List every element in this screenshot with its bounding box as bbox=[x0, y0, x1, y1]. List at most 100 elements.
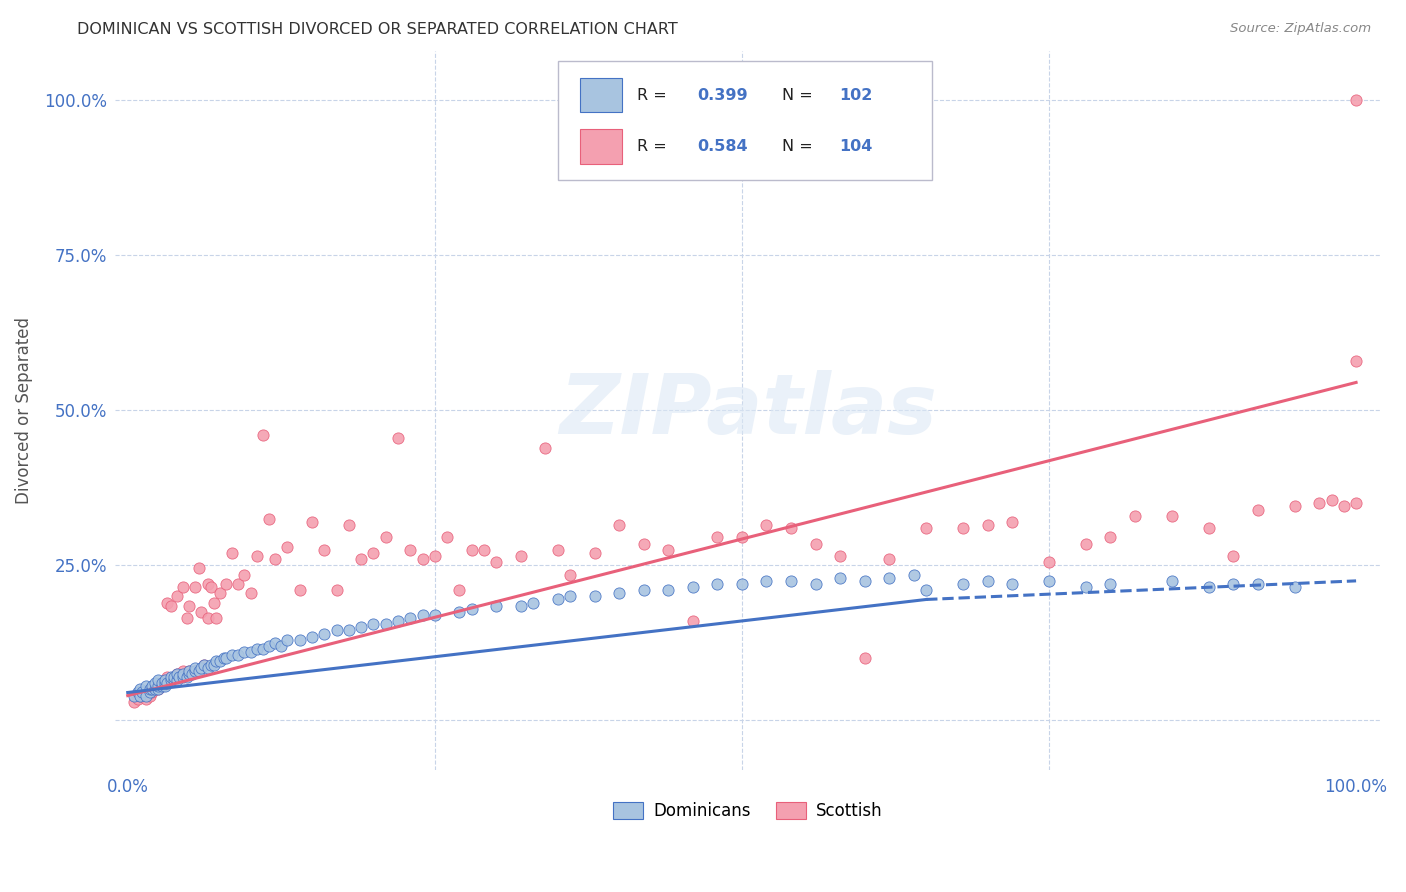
Bar bbox=[579, 129, 621, 164]
Point bbox=[184, 664, 207, 678]
Point bbox=[148, 682, 170, 697]
Point bbox=[257, 639, 280, 653]
Point bbox=[1038, 574, 1060, 588]
Point bbox=[337, 624, 360, 638]
Point bbox=[534, 441, 557, 455]
Point bbox=[1074, 580, 1097, 594]
Point bbox=[288, 632, 311, 647]
Point bbox=[804, 536, 827, 550]
Text: DOMINICAN VS SCOTTISH DIVORCED OR SEPARATED CORRELATION CHART: DOMINICAN VS SCOTTISH DIVORCED OR SEPARA… bbox=[77, 22, 678, 37]
Point bbox=[301, 515, 323, 529]
Point bbox=[184, 664, 207, 678]
Point bbox=[172, 666, 194, 681]
Point bbox=[976, 518, 998, 533]
Point bbox=[143, 676, 166, 690]
Point bbox=[208, 586, 231, 600]
Point bbox=[706, 577, 728, 591]
Point bbox=[166, 673, 188, 687]
Point bbox=[903, 567, 925, 582]
Point bbox=[314, 542, 336, 557]
Point bbox=[682, 614, 704, 628]
Point bbox=[135, 691, 157, 706]
Point bbox=[1160, 508, 1182, 523]
Legend: Dominicans, Scottish: Dominicans, Scottish bbox=[607, 795, 889, 826]
Text: 102: 102 bbox=[839, 87, 873, 103]
Point bbox=[163, 670, 186, 684]
Point bbox=[915, 583, 938, 598]
Point bbox=[755, 574, 778, 588]
Point bbox=[1284, 580, 1306, 594]
Point bbox=[188, 561, 211, 575]
Point bbox=[200, 657, 222, 672]
Point bbox=[423, 607, 446, 622]
Point bbox=[188, 664, 211, 678]
Point bbox=[221, 648, 243, 663]
Point bbox=[166, 666, 188, 681]
Point bbox=[879, 552, 901, 566]
Text: 0.584: 0.584 bbox=[697, 139, 748, 154]
Point bbox=[172, 580, 194, 594]
Point bbox=[607, 518, 630, 533]
Point bbox=[233, 567, 256, 582]
Point bbox=[657, 542, 679, 557]
Point bbox=[1284, 500, 1306, 514]
Point bbox=[1222, 577, 1244, 591]
Point bbox=[129, 682, 152, 697]
Point bbox=[1346, 353, 1368, 368]
Point bbox=[1001, 577, 1024, 591]
Point bbox=[172, 670, 194, 684]
Point bbox=[325, 583, 347, 598]
Point bbox=[163, 670, 186, 684]
Point bbox=[208, 655, 231, 669]
Point bbox=[755, 518, 778, 533]
Point bbox=[325, 624, 347, 638]
Point bbox=[387, 431, 409, 445]
Point bbox=[301, 630, 323, 644]
Point bbox=[166, 590, 188, 604]
Point bbox=[337, 518, 360, 533]
Point bbox=[1160, 574, 1182, 588]
Point bbox=[153, 679, 176, 693]
Point bbox=[169, 670, 191, 684]
Point bbox=[257, 512, 280, 526]
Point bbox=[363, 546, 385, 560]
Point bbox=[143, 682, 166, 697]
Point bbox=[682, 580, 704, 594]
Point bbox=[485, 555, 508, 569]
Point bbox=[153, 676, 176, 690]
Point bbox=[148, 673, 170, 687]
Point bbox=[239, 645, 262, 659]
Point bbox=[558, 590, 581, 604]
Point bbox=[197, 611, 219, 625]
Point bbox=[193, 657, 215, 672]
Point bbox=[264, 552, 287, 566]
Point bbox=[179, 664, 201, 678]
Point bbox=[148, 682, 170, 697]
Point bbox=[180, 666, 202, 681]
Text: 0.399: 0.399 bbox=[697, 87, 748, 103]
Point bbox=[780, 574, 803, 588]
Point bbox=[141, 685, 163, 699]
Point bbox=[1346, 93, 1368, 107]
Point bbox=[830, 571, 852, 585]
Point bbox=[1222, 549, 1244, 563]
Text: R =: R = bbox=[637, 87, 672, 103]
Point bbox=[350, 552, 373, 566]
Point bbox=[127, 691, 149, 706]
Point bbox=[139, 689, 162, 703]
Point bbox=[156, 596, 179, 610]
Point bbox=[1099, 577, 1122, 591]
Point bbox=[731, 577, 754, 591]
Point bbox=[184, 661, 207, 675]
Point bbox=[176, 670, 198, 684]
Text: N =: N = bbox=[782, 87, 818, 103]
Point bbox=[460, 542, 482, 557]
FancyBboxPatch shape bbox=[558, 62, 932, 180]
Point bbox=[547, 592, 569, 607]
Point bbox=[139, 682, 162, 697]
Point bbox=[264, 636, 287, 650]
Point bbox=[374, 617, 396, 632]
Point bbox=[853, 651, 876, 665]
Point bbox=[221, 546, 243, 560]
Point bbox=[252, 642, 274, 657]
